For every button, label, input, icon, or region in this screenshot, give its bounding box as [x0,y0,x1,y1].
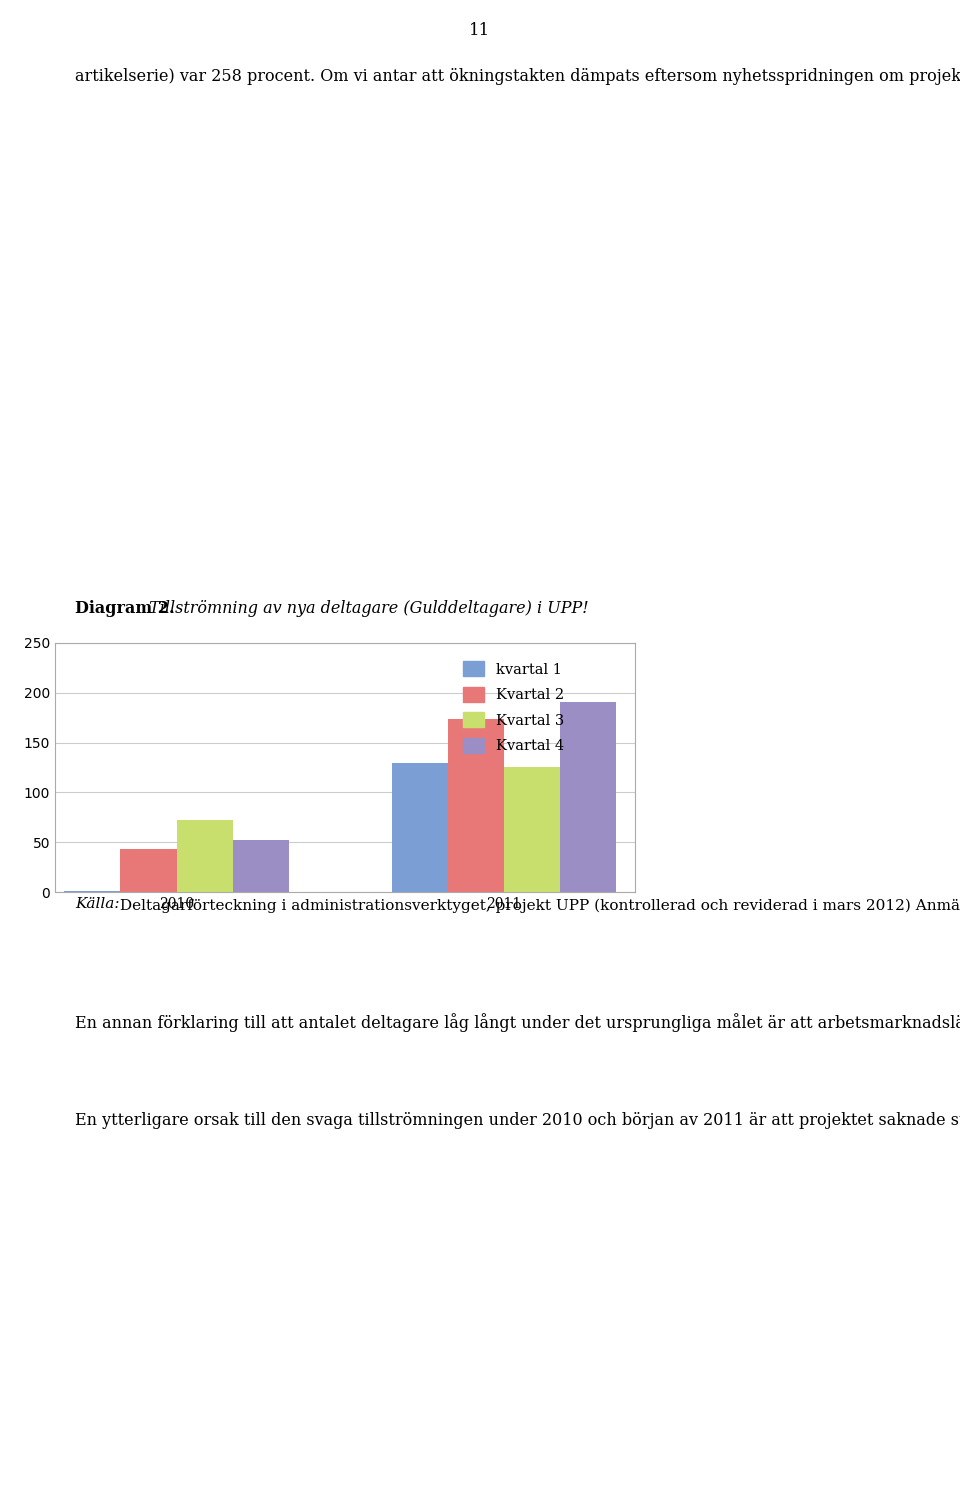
Bar [392,762,448,892]
Bar [561,702,616,892]
Text: artikelserie) var 258 procent. Om vi antar att ökningstakten dämpats eftersom ny: artikelserie) var 258 procent. Om vi ant… [75,65,960,85]
Bar [177,821,232,892]
Legend: kvartal 1, Kvartal 2, Kvartal 3, Kvartal 4: kvartal 1, Kvartal 2, Kvartal 3, Kvartal… [457,655,570,759]
Bar [121,850,177,892]
Text: 11: 11 [469,21,491,39]
Text: Tillströmning av nya deltagare (Gulddeltagare) i UPP!: Tillströmning av nya deltagare (Gulddelt… [144,601,588,617]
Text: En ytterligare orsak till den svaga tillströmningen under 2010 och början av 201: En ytterligare orsak till den svaga till… [75,1111,960,1129]
Bar [232,841,289,892]
Text: En annan förklaring till att antalet deltagare låg långt under det ursprungliga : En annan förklaring till att antalet del… [75,1013,960,1032]
Bar [448,718,504,892]
Bar [504,767,561,892]
Text: Diagram 2.: Diagram 2. [75,601,175,617]
Text: Källa:: Källa: [75,896,119,911]
Text: Deltagarförteckning i administrationsverktyget, projekt UPP (kontrollerad och re: Deltagarförteckning i administrationsver… [115,896,960,913]
